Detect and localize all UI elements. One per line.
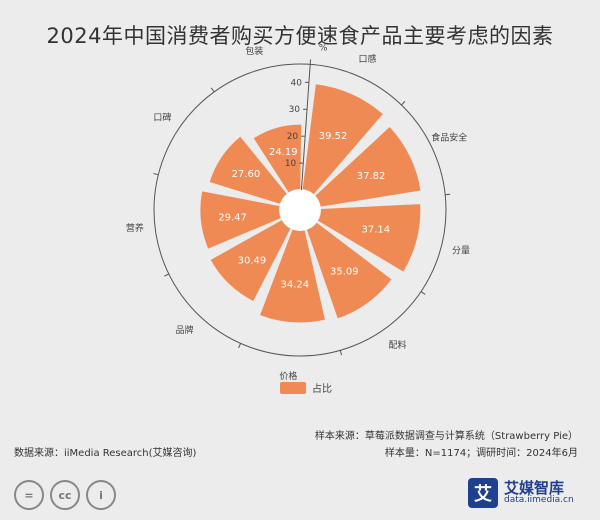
- bar-食品安全: [315, 127, 421, 207]
- brand-url: data.iimedia.cn: [504, 495, 574, 506]
- radial-tick-label: 30: [289, 105, 301, 115]
- chart-title: 2024年中国消费者购买方便速食产品主要考虑的因素: [46, 24, 554, 48]
- value-label: 37.82: [357, 171, 386, 182]
- sample-source: 样本来源：草莓派数据调查与计算系统（Strawberry Pie）: [314, 431, 578, 442]
- category-label: 食品安全: [431, 132, 467, 144]
- angle-tick: [164, 273, 169, 277]
- value-label: 24.19: [269, 147, 298, 158]
- legend-swatch: [280, 381, 306, 394]
- bar-分量: [318, 204, 421, 272]
- value-label: 27.60: [232, 169, 261, 180]
- legend[interactable]: 占比: [280, 380, 332, 395]
- cc-nd-icon: =: [14, 480, 44, 510]
- angle-tick: [420, 291, 426, 295]
- angle-tick: [210, 87, 215, 93]
- bar-包装: [253, 124, 302, 193]
- cc-by-icon: i: [86, 480, 116, 510]
- sample-info: 样本量：N=1174；调研时间：2024年6月: [384, 448, 578, 459]
- brand[interactable]: 艾 艾媒智库 data.iimedia.cn: [468, 478, 574, 508]
- value-label: 35.09: [330, 266, 359, 277]
- cc-icon: cc: [50, 480, 80, 510]
- bar-价格: [260, 229, 325, 323]
- category-label: 分量: [452, 246, 470, 257]
- category-label: 口碑: [153, 112, 171, 124]
- value-label: 30.49: [238, 255, 267, 266]
- bar-口碑: [209, 136, 287, 204]
- category-label: 价格: [279, 370, 297, 382]
- bar-口感: [302, 84, 383, 195]
- category-label: 配料: [389, 339, 407, 351]
- angle-tick: [153, 172, 159, 176]
- polar-frame: [153, 63, 447, 357]
- bar-营养: [200, 191, 281, 249]
- radial-tick-label: 20: [287, 132, 299, 142]
- radial-axis: [300, 64, 311, 191]
- angle-tick: [445, 193, 451, 196]
- bar-配料: [306, 222, 392, 319]
- radial-tick-label: 40: [290, 78, 302, 88]
- angle-tick: [238, 343, 242, 349]
- brand-logo-icon: 艾: [468, 478, 498, 508]
- angle-tick: [339, 350, 343, 356]
- center-hole: [279, 189, 321, 231]
- data-source: 数据来源：iiMedia Research(艾媒咨询): [14, 448, 197, 459]
- value-label: 29.47: [218, 213, 247, 224]
- category-label: 包装: [245, 45, 263, 57]
- value-label: 39.52: [319, 131, 348, 142]
- value-label: 34.24: [281, 280, 310, 291]
- legend-label: 占比: [312, 384, 332, 395]
- license-icons: = cc i: [14, 480, 116, 510]
- unit-label: %: [319, 43, 328, 53]
- brand-name: 艾媒智库: [504, 478, 565, 497]
- category-label: 品牌: [176, 324, 194, 336]
- bar-品牌: [210, 220, 291, 302]
- category-label: 营养: [126, 222, 144, 234]
- category-label: 口感: [359, 53, 377, 65]
- value-label: 37.14: [361, 224, 390, 235]
- angle-tick: [401, 101, 406, 106]
- radial-tick-label: 10: [285, 159, 297, 169]
